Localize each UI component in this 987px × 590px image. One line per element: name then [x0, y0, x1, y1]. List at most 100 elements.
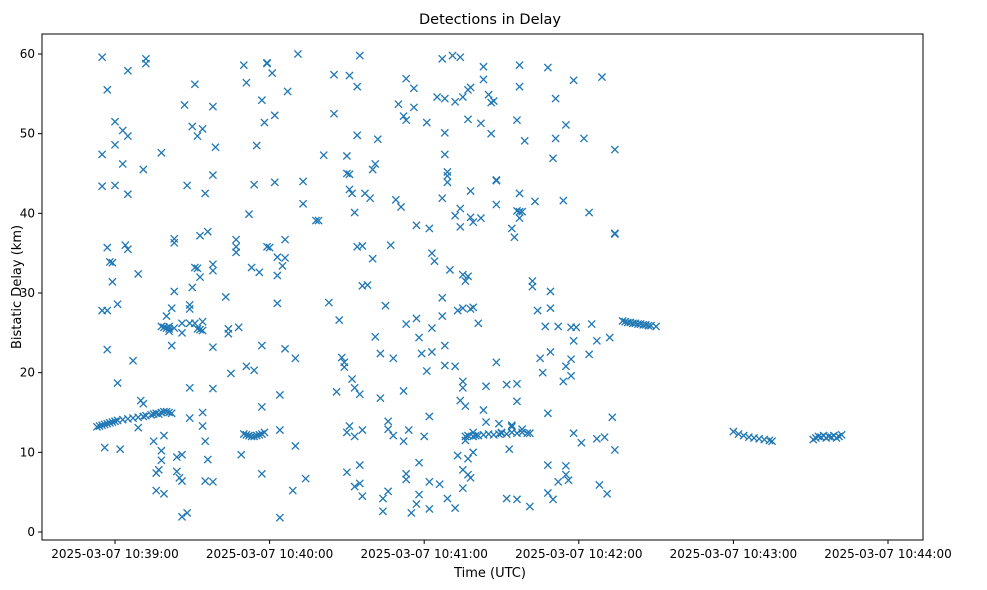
data-point [546, 287, 555, 296]
data-point [448, 51, 457, 60]
data-point [438, 312, 447, 321]
data-point [837, 430, 846, 439]
data-point [440, 94, 449, 103]
data-point [433, 92, 442, 102]
data-point [185, 300, 194, 310]
data-point [335, 316, 344, 325]
data-point [461, 402, 470, 411]
data-point [244, 210, 254, 219]
data-point [559, 196, 568, 205]
data-point [281, 253, 290, 263]
data-point [548, 154, 558, 163]
data-point [329, 109, 339, 118]
data-point [98, 182, 107, 191]
data-point [404, 425, 413, 435]
data-point [353, 82, 362, 91]
data-point [427, 347, 436, 357]
data-point [569, 429, 578, 438]
data-point [208, 171, 217, 180]
data-point [597, 73, 607, 82]
y-tick-label: 0 [27, 525, 35, 539]
data-point [98, 150, 107, 159]
data-point [378, 507, 388, 516]
data-point [275, 425, 284, 435]
data-point [386, 241, 395, 250]
data-point [247, 263, 256, 272]
data-point [242, 362, 251, 371]
data-point [100, 443, 109, 452]
data-point [412, 500, 421, 509]
data-point [299, 177, 308, 186]
x-tick-label: 2025-03-07 10:42:00 [515, 547, 642, 561]
data-point [347, 374, 357, 384]
data-point [368, 165, 377, 174]
data-point [177, 328, 187, 337]
data-point [652, 322, 661, 331]
data-point [198, 421, 207, 431]
data-point [108, 418, 117, 427]
data-point [113, 378, 122, 388]
plot-area [41, 33, 924, 541]
data-point [734, 429, 743, 439]
data-point [528, 282, 537, 291]
data-point [530, 197, 540, 206]
data-point [484, 90, 493, 99]
data-point [195, 325, 205, 334]
data-point [409, 84, 418, 93]
data-point [391, 195, 400, 204]
data-point [188, 122, 197, 131]
data-point [355, 461, 364, 470]
data-point [366, 194, 375, 203]
data-point [139, 399, 148, 408]
data-point [193, 131, 202, 141]
data-point [525, 502, 534, 511]
data-point [492, 175, 501, 184]
data-point [234, 323, 243, 332]
data-point [232, 248, 241, 257]
data-point [172, 453, 181, 462]
data-point [157, 446, 166, 455]
data-point [358, 241, 367, 251]
x-tick-label: 2025-03-07 10:44:00 [824, 547, 951, 561]
data-point [301, 474, 310, 483]
data-point [443, 167, 452, 176]
data-point [345, 71, 354, 80]
data-point [512, 116, 522, 125]
data-point [458, 377, 467, 386]
data-point [487, 129, 496, 138]
data-point [402, 469, 411, 478]
data-point [239, 429, 248, 439]
data-point [515, 207, 524, 216]
data-point [159, 489, 169, 498]
data-point [512, 397, 522, 406]
data-point [108, 258, 117, 267]
data-point [644, 321, 653, 330]
data-point [541, 322, 550, 331]
x-axis-label: Time (UTC) [453, 566, 526, 581]
data-point [195, 273, 205, 282]
data-point [471, 431, 480, 440]
data-points [92, 49, 846, 522]
y-tick-label: 10 [20, 445, 35, 459]
data-point [350, 383, 359, 392]
data-point [355, 390, 364, 399]
data-point [538, 368, 547, 377]
data-point [579, 134, 589, 143]
data-point [443, 178, 452, 187]
data-point [177, 476, 187, 486]
data-point [453, 451, 462, 460]
data-point [520, 136, 529, 145]
data-point [293, 49, 303, 59]
data-point [605, 333, 614, 342]
data-point [451, 362, 460, 371]
data-point [157, 456, 166, 465]
y-axis-label: Bistatic Delay (km) [10, 225, 25, 349]
data-point [561, 362, 570, 371]
data-point [177, 450, 187, 459]
data-point [139, 412, 148, 421]
data-point [255, 430, 264, 439]
data-point [425, 477, 434, 486]
data-point [729, 427, 738, 436]
data-point [103, 85, 112, 94]
